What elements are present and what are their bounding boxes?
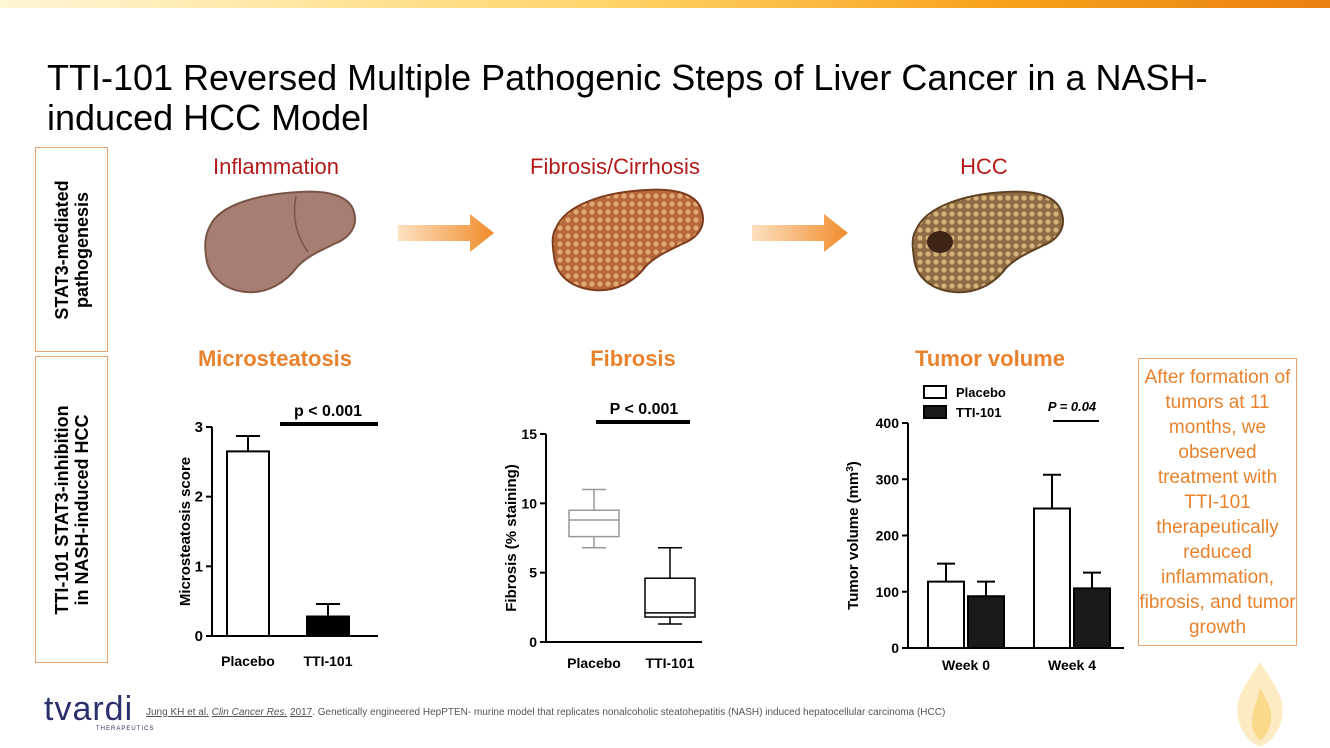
x-tick-label: Week 0: [942, 657, 990, 673]
side-label-box-bottom: TTI-101 STAT3-inhibition in NASH-induced …: [35, 356, 108, 663]
liver-hcc-image: [911, 190, 1064, 294]
legend-label: Placebo: [956, 385, 1006, 400]
side-label-top-line: pathogenesis: [71, 191, 92, 308]
side-label-bottom: TTI-101 STAT3-inhibition in NASH-induced …: [52, 405, 92, 614]
citation-author: Jung KH et al.: [146, 707, 209, 718]
bar-tti-101: [306, 615, 350, 637]
liver-inflammation-image: [204, 190, 356, 294]
tvardi-logo-subtext: THERAPEUTICS: [96, 726, 155, 732]
tvardi-logo: tvardi: [44, 690, 134, 728]
y-axis-label: Tumor volume (mm3): [845, 461, 863, 610]
citation-year: 2017: [289, 707, 313, 718]
citation-journal: Clin Cancer Res.: [211, 707, 288, 718]
slide-title: TTI-101 Reversed Multiple Pathogenic Ste…: [47, 57, 1208, 138]
microsteatosis-chart: 0 1 2 3 Microsteatosis score Placebo TTI-101 p …: [177, 403, 378, 669]
y-tick-label: 200: [876, 528, 900, 544]
side-label-box-top: STAT3-mediated pathogenesis: [35, 147, 108, 352]
bar-tti-101-week-0: [967, 595, 1005, 649]
side-label-bottom-line: TTI-101 STAT3-inhibition: [51, 404, 72, 615]
arrow-right-icon: [752, 214, 848, 252]
legend-swatch: [923, 385, 947, 399]
y-tick-label: 100: [876, 584, 900, 600]
y-axis-label-superscript: 3: [845, 466, 856, 472]
p-value-label: P < 0.001: [610, 401, 679, 418]
y-tick-label: 5: [529, 565, 537, 581]
y-axis-label-tail: ): [845, 461, 862, 466]
y-axis-label: Microsteatosis score: [177, 457, 194, 606]
liver-fibrosis-image: [551, 188, 704, 292]
y-tick-label: 10: [521, 495, 537, 511]
bar-placebo-week-0: [927, 580, 965, 649]
side-label-top: STAT3-mediated pathogenesis: [52, 180, 92, 319]
box-tti-101: [644, 577, 696, 618]
citation-text: . Genetically engineered HepPTEN- murine…: [312, 707, 946, 718]
tumor-volume-chart: 0 100 200 300 400 Tumor volume (mm3) Week 0 Wee…: [845, 385, 1124, 673]
y-tick-label: 2: [195, 489, 203, 506]
x-tick-label: Placebo: [567, 655, 621, 671]
stage-label-hcc: HCC: [960, 154, 1008, 179]
box-placebo: [568, 509, 620, 538]
legend-swatch: [923, 405, 947, 419]
y-tick-label: 15: [521, 426, 537, 442]
legend-label: TTI-101: [956, 405, 1002, 420]
bar-tti-101-week-4: [1073, 587, 1111, 649]
y-tick-label: 3: [195, 419, 203, 436]
x-tick-label: TTI-101: [645, 655, 694, 671]
side-label-bottom-line: in NASH-induced HCC: [71, 414, 92, 606]
y-axis-label: Fibrosis (% staining): [503, 464, 520, 612]
y-tick-label: 400: [876, 415, 900, 431]
flame-logo-icon: [1237, 662, 1283, 746]
panel-title-fibrosis: Fibrosis: [590, 346, 676, 371]
conclusion-note: After formation of tumors at 11 months, …: [1138, 358, 1297, 646]
y-tick-label: 0: [195, 628, 203, 645]
side-label-top-line: STAT3-mediated: [51, 179, 72, 320]
x-tick-label: Placebo: [221, 653, 275, 669]
bar-placebo-week-4: [1033, 507, 1071, 649]
y-tick-label: 0: [529, 634, 537, 650]
arrow-right-icon: [398, 214, 494, 252]
bar-placebo: [226, 450, 270, 638]
y-tick-label: 0: [891, 640, 899, 656]
y-tick-label: 1: [195, 558, 203, 575]
x-tick-label: TTI-101: [303, 653, 352, 669]
panel-title-microsteatosis: Microsteatosis: [197, 346, 353, 371]
y-tick-label: 300: [876, 471, 900, 487]
p-value-label: P = 0.04: [1048, 399, 1097, 414]
citation: Jung KH et al. Clin Cancer Res. 2017. Ge…: [146, 707, 945, 718]
top-accent-bar: [0, 0, 1330, 8]
x-tick-label: Week 4: [1048, 657, 1096, 673]
stage-label-inflammation: Inflammation: [213, 154, 339, 179]
p-value-label: p < 0.001: [294, 403, 362, 420]
panel-title-tumor-volume: Tumor volume: [915, 346, 1065, 371]
stage-label-fibrosis: Fibrosis/Cirrhosis: [530, 154, 700, 179]
fibrosis-chart: 0 5 10 15 Fibrosis (% staining) Placebo TTI-10…: [503, 401, 702, 671]
